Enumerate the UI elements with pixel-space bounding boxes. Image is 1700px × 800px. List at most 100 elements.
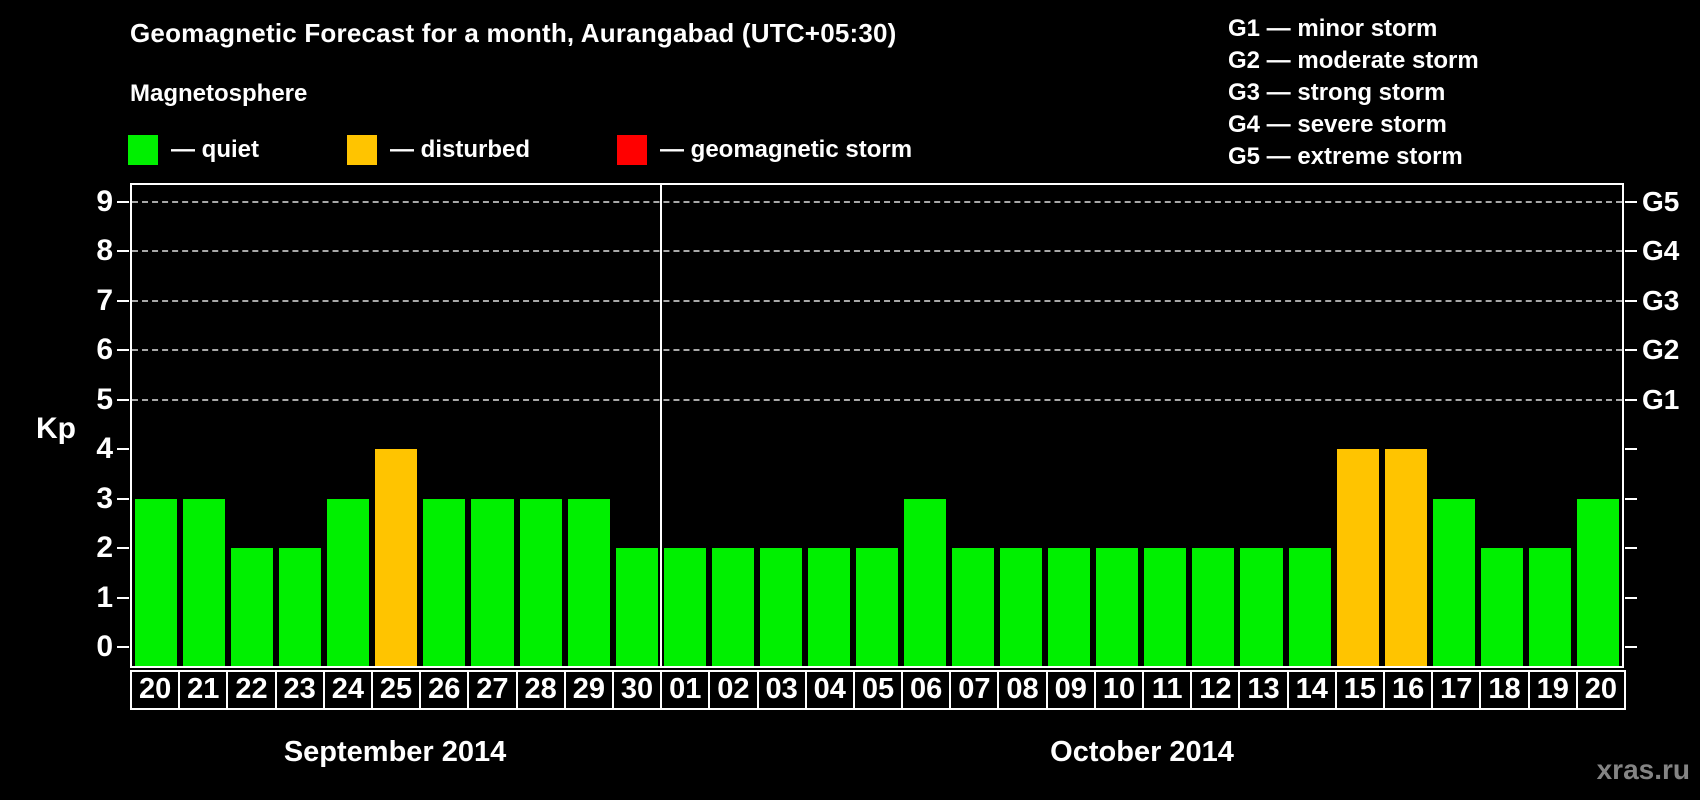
kp-tick-label-6: 6	[96, 333, 113, 366]
kp-bar-september-21	[183, 498, 226, 666]
day-label-09: 09	[1045, 670, 1096, 710]
day-label-24: 24	[322, 670, 373, 710]
month-divider	[659, 185, 662, 666]
kp-bar-october-15	[1336, 449, 1379, 666]
kp-bar-october-06	[904, 498, 947, 666]
left-axis-tick-6	[117, 349, 129, 351]
kp-bar-october-04	[807, 548, 850, 666]
kp-bar-october-17	[1432, 498, 1475, 666]
kp-bar-october-08	[1000, 548, 1043, 666]
legend-item-storm: — geomagnetic storm	[617, 134, 912, 166]
day-label-16: 16	[1383, 670, 1434, 710]
day-label-01: 01	[660, 670, 711, 710]
kp-bar-october-09	[1048, 548, 1091, 666]
quiet-swatch-icon	[128, 135, 158, 165]
magnetosphere-label: Magnetosphere	[130, 80, 308, 107]
legend-label-disturbed: — disturbed	[390, 136, 531, 163]
kp-bar-october-10	[1096, 548, 1139, 666]
right-axis-tick-4	[1625, 448, 1637, 450]
storm-scale-line-g2: G2 — moderate storm	[1228, 47, 1479, 74]
plot-area	[130, 183, 1624, 668]
kp-bar-september-20	[135, 498, 178, 666]
legend-label-quiet: — quiet	[171, 136, 259, 163]
kp-tick-label-5: 5	[96, 382, 113, 416]
kp-bar-september-25	[375, 449, 418, 666]
month-label-september: September 2014	[283, 736, 507, 768]
kp-tick-label-2: 2	[96, 531, 113, 564]
page-title: Geomagnetic Forecast for a month, Aurang…	[130, 18, 897, 48]
g-scale-label-g1: G1	[1642, 383, 1680, 415]
storm-scale-line-g4: G4 — severe storm	[1228, 111, 1447, 138]
kp-tick-label-0: 0	[96, 630, 113, 663]
right-axis-tick-6	[1625, 349, 1637, 351]
day-label-04: 04	[804, 670, 855, 710]
left-axis-tick-7	[117, 299, 129, 302]
left-axis-tick-5	[117, 398, 129, 401]
day-label-23: 23	[274, 670, 325, 710]
day-label-07: 07	[949, 670, 1000, 710]
day-label-08: 08	[997, 670, 1048, 710]
gridline-kp5	[132, 398, 1622, 401]
g-scale-label-g5: G5	[1642, 185, 1680, 217]
kp-bar-september-22	[231, 548, 274, 666]
day-label-14: 14	[1286, 670, 1337, 710]
kp-tick-label-1: 1	[96, 580, 113, 614]
gridline-kp6	[132, 349, 1622, 351]
kp-bar-october-13	[1240, 548, 1283, 666]
kp-tick-label-4: 4	[96, 432, 113, 465]
storm-scale-legend: G1 — minor storm G2 — moderate storm G3 — …	[1228, 13, 1479, 173]
day-label-02: 02	[708, 670, 759, 710]
day-label-06: 06	[901, 670, 952, 710]
kp-bar-october-20	[1576, 498, 1619, 666]
kp-bar-october-01	[663, 548, 706, 666]
kp-bar-october-03	[759, 548, 802, 666]
right-axis-tick-2	[1625, 547, 1637, 549]
kp-bar-september-28	[519, 498, 562, 666]
right-axis-tick-0	[1625, 646, 1637, 648]
gridline-kp8	[132, 250, 1622, 252]
kp-tick-label-7: 7	[96, 283, 113, 317]
kp-bar-september-29	[567, 498, 610, 666]
kp-tick-label-3: 3	[96, 481, 113, 515]
day-label-28: 28	[515, 670, 566, 710]
watermark: xras.ru	[1596, 754, 1690, 785]
kp-tick-label-9: 9	[96, 184, 113, 218]
left-axis-tick-8	[117, 250, 129, 252]
kp-bar-october-19	[1528, 548, 1571, 666]
left-axis-tick-3	[117, 497, 129, 500]
left-axis-tick-2	[117, 547, 129, 549]
day-label-03: 03	[756, 670, 807, 710]
right-axis-tick-7	[1625, 299, 1637, 302]
kp-bar-october-16	[1384, 449, 1427, 666]
kp-tick-label-8: 8	[96, 234, 113, 267]
g-scale-label-g2: G2	[1642, 334, 1680, 365]
disturbed-swatch-icon	[347, 135, 377, 165]
left-axis-tick-0	[117, 646, 129, 648]
day-label-05: 05	[852, 670, 904, 710]
day-label-12: 12	[1190, 670, 1241, 710]
day-label-29: 29	[563, 670, 614, 710]
g-scale-label-g4: G4	[1642, 235, 1680, 266]
g-scale-label-g3: G3	[1642, 284, 1680, 316]
kp-bar-september-23	[279, 548, 322, 666]
gridline-kp7	[132, 299, 1622, 302]
kp-bar-october-14	[1288, 548, 1331, 666]
kp-bar-october-12	[1192, 548, 1235, 666]
storm-scale-line-g3: G3 — strong storm	[1228, 79, 1446, 106]
gridline-kp9	[132, 200, 1622, 203]
legend-label-storm: — geomagnetic storm	[660, 136, 913, 163]
month-label-october: October 2014	[1050, 736, 1234, 768]
storm-scale-line-g5: G5 — extreme storm	[1228, 143, 1463, 170]
kp-bar-october-02	[711, 548, 754, 666]
right-axis-tick-8	[1625, 250, 1637, 252]
day-label-17: 17	[1431, 670, 1482, 710]
kp-bar-september-27	[471, 498, 514, 666]
day-label-15: 15	[1334, 670, 1386, 710]
day-label-22: 22	[226, 670, 277, 710]
day-label-25: 25	[370, 670, 422, 710]
day-label-21: 21	[178, 670, 229, 710]
kp-bar-september-30	[615, 548, 658, 666]
day-label-11: 11	[1142, 670, 1193, 710]
legend-item-disturbed: — disturbed	[347, 134, 530, 166]
